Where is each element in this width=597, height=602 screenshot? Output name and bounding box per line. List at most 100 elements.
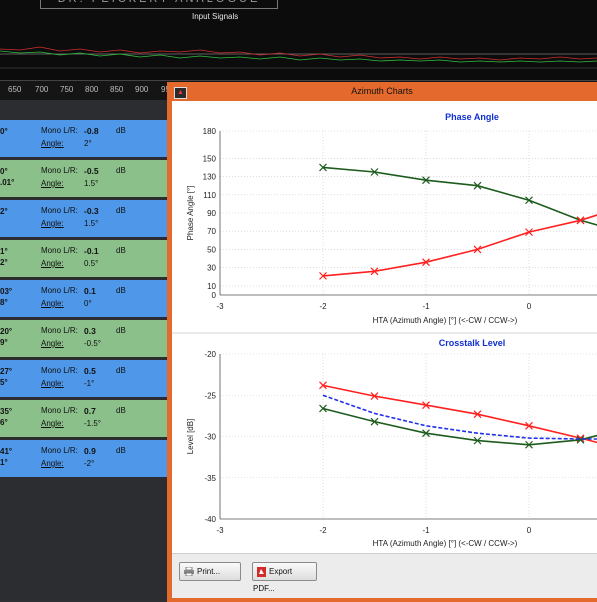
mono-label: Mono L/R: bbox=[41, 366, 78, 375]
unit-label: dB bbox=[116, 406, 126, 415]
angle-label: Angle: bbox=[41, 259, 64, 268]
mono-label: Mono L/R: bbox=[41, 246, 78, 255]
row-level: 27° 5° bbox=[0, 367, 13, 387]
mono-label: Mono L/R: bbox=[41, 446, 78, 455]
mono-value: 0.3 bbox=[84, 326, 96, 336]
freq-tick: 700 bbox=[35, 85, 49, 94]
unit-label: dB bbox=[116, 446, 126, 455]
y-tick-label: -25 bbox=[204, 391, 216, 400]
x-axis-label: HTA (Azimuth Angle) [°] (<-CW / CCW->) bbox=[373, 316, 518, 325]
row-level: 41° 1° bbox=[0, 447, 13, 467]
data-point-marker bbox=[370, 392, 379, 400]
data-point-marker bbox=[525, 228, 533, 237]
row-level: 35° 6° bbox=[0, 407, 13, 427]
angle-label: Angle: bbox=[41, 419, 64, 428]
list-item[interactable]: 03° 8° Mono L/R: 0.1 dB Angle: 0° bbox=[0, 280, 168, 317]
signal-green-trace bbox=[0, 50, 597, 63]
app-icon: ▲ bbox=[174, 87, 187, 99]
chart-title: Crosstalk Level bbox=[439, 338, 506, 348]
chart-title: Phase Angle bbox=[445, 112, 499, 122]
printer-icon bbox=[184, 567, 194, 577]
y-tick-label: 70 bbox=[207, 227, 216, 236]
angle-value: -1° bbox=[84, 379, 95, 388]
data-point-marker bbox=[370, 417, 379, 426]
list-item[interactable]: 0° .01° Mono L/R: -0.5 dB Angle: 1.5° bbox=[0, 160, 168, 197]
list-item[interactable]: 27° 5° Mono L/R: 0.5 dB Angle: -1° bbox=[0, 360, 168, 397]
angle-value: 0° bbox=[84, 299, 92, 308]
row-level: 0° .01° bbox=[0, 167, 15, 187]
angle-value: 1.5° bbox=[84, 219, 99, 228]
mono-value: -0.3 bbox=[84, 206, 99, 216]
pdf-icon bbox=[257, 566, 266, 577]
unit-label: dB bbox=[116, 366, 126, 375]
measurement-list: 0° Mono L/R: -0.8 dB Angle: 2° 0° .01° Mo… bbox=[0, 100, 168, 600]
x-tick-label: -3 bbox=[216, 302, 224, 311]
y-tick-label: 30 bbox=[207, 264, 216, 273]
unit-label: dB bbox=[116, 126, 126, 135]
mono-label: Mono L/R: bbox=[41, 166, 78, 175]
data-point-marker bbox=[473, 436, 482, 445]
row-level: 03° 8° bbox=[0, 287, 13, 307]
y-tick-label: 180 bbox=[203, 127, 217, 136]
data-point-marker bbox=[576, 216, 585, 225]
data-point-marker bbox=[319, 271, 327, 280]
row-level: 2° bbox=[0, 207, 8, 216]
y-tick-label: 90 bbox=[207, 209, 216, 218]
angle-label: Angle: bbox=[41, 219, 64, 228]
x-tick-label: -1 bbox=[422, 302, 430, 311]
x-tick-label: -3 bbox=[216, 526, 224, 535]
x-tick-label: 0 bbox=[527, 526, 532, 535]
series-line bbox=[322, 214, 597, 277]
freq-tick: 650 bbox=[8, 85, 22, 94]
data-point-marker bbox=[473, 245, 482, 254]
angle-value: 1.5° bbox=[84, 179, 99, 188]
data-point-marker bbox=[370, 168, 379, 176]
y-tick-label: -20 bbox=[204, 350, 216, 359]
freq-tick: 750 bbox=[60, 85, 74, 94]
brand-logo: DR. FEICKERT ANALOGUE bbox=[40, 0, 278, 9]
data-point-marker bbox=[473, 181, 482, 190]
list-item[interactable]: 20° 9° Mono L/R: 0.3 dB Angle: -0.5° bbox=[0, 320, 168, 357]
mono-value: -0.1 bbox=[84, 246, 99, 256]
mono-label: Mono L/R: bbox=[41, 286, 78, 295]
list-item[interactable]: 41° 1° Mono L/R: 0.9 dB Angle: -2° bbox=[0, 440, 168, 477]
y-axis-label: Phase Angle [°] bbox=[186, 186, 195, 241]
y-axis-label: Level [dB] bbox=[186, 419, 195, 455]
list-item[interactable]: 0° Mono L/R: -0.8 dB Angle: 2° bbox=[0, 120, 168, 157]
y-tick-label: 150 bbox=[203, 154, 217, 163]
data-point-marker bbox=[319, 381, 327, 390]
list-item[interactable]: 1° 2° Mono L/R: -0.1 dB Angle: 0.5° bbox=[0, 240, 168, 277]
y-tick-label: 10 bbox=[207, 282, 216, 291]
row-level: 20° 9° bbox=[0, 327, 13, 347]
azimuth-charts-window: ▲ Azimuth Charts Phase Angle 0 10 30 50 70 90 1… bbox=[167, 82, 597, 602]
export-pdf-label: Export PDF... bbox=[253, 567, 293, 593]
mono-label: Mono L/R: bbox=[41, 206, 78, 215]
y-tick-label: -40 bbox=[204, 515, 216, 524]
angle-value: 0.5° bbox=[84, 259, 99, 268]
x-axis-label: HTA (Azimuth Angle) [°] (<-CW / CCW->) bbox=[373, 539, 518, 548]
x-tick-label: -2 bbox=[319, 526, 327, 535]
export-pdf-button[interactable]: Export PDF... bbox=[252, 562, 317, 593]
mono-value: -0.5 bbox=[84, 166, 99, 176]
print-label: Print... bbox=[197, 567, 221, 576]
list-item[interactable]: 2° Mono L/R: -0.3 dB Angle: 1.5° bbox=[0, 200, 168, 237]
data-point-marker bbox=[422, 401, 430, 410]
series-line bbox=[322, 407, 597, 446]
list-item[interactable]: 35° 6° Mono L/R: 0.7 dB Angle: -1.5° bbox=[0, 400, 168, 437]
angle-label: Angle: bbox=[41, 179, 64, 188]
signal-panel-title: Input Signals bbox=[192, 12, 239, 21]
series-line bbox=[322, 394, 597, 440]
print-button[interactable]: Print... bbox=[179, 562, 241, 581]
data-point-marker bbox=[370, 267, 379, 276]
mono-label: Mono L/R: bbox=[41, 326, 78, 335]
mono-label: Mono L/R: bbox=[41, 406, 78, 415]
mono-label: Mono L/R: bbox=[41, 126, 78, 135]
y-tick-label: -30 bbox=[204, 433, 216, 442]
freq-tick: 95 bbox=[161, 85, 170, 94]
signal-red-trace bbox=[0, 46, 597, 61]
series-line bbox=[322, 384, 597, 444]
angle-value: 2° bbox=[84, 139, 92, 148]
data-point-marker bbox=[525, 421, 533, 430]
angle-label: Angle: bbox=[41, 299, 64, 308]
freq-tick: 800 bbox=[85, 85, 99, 94]
